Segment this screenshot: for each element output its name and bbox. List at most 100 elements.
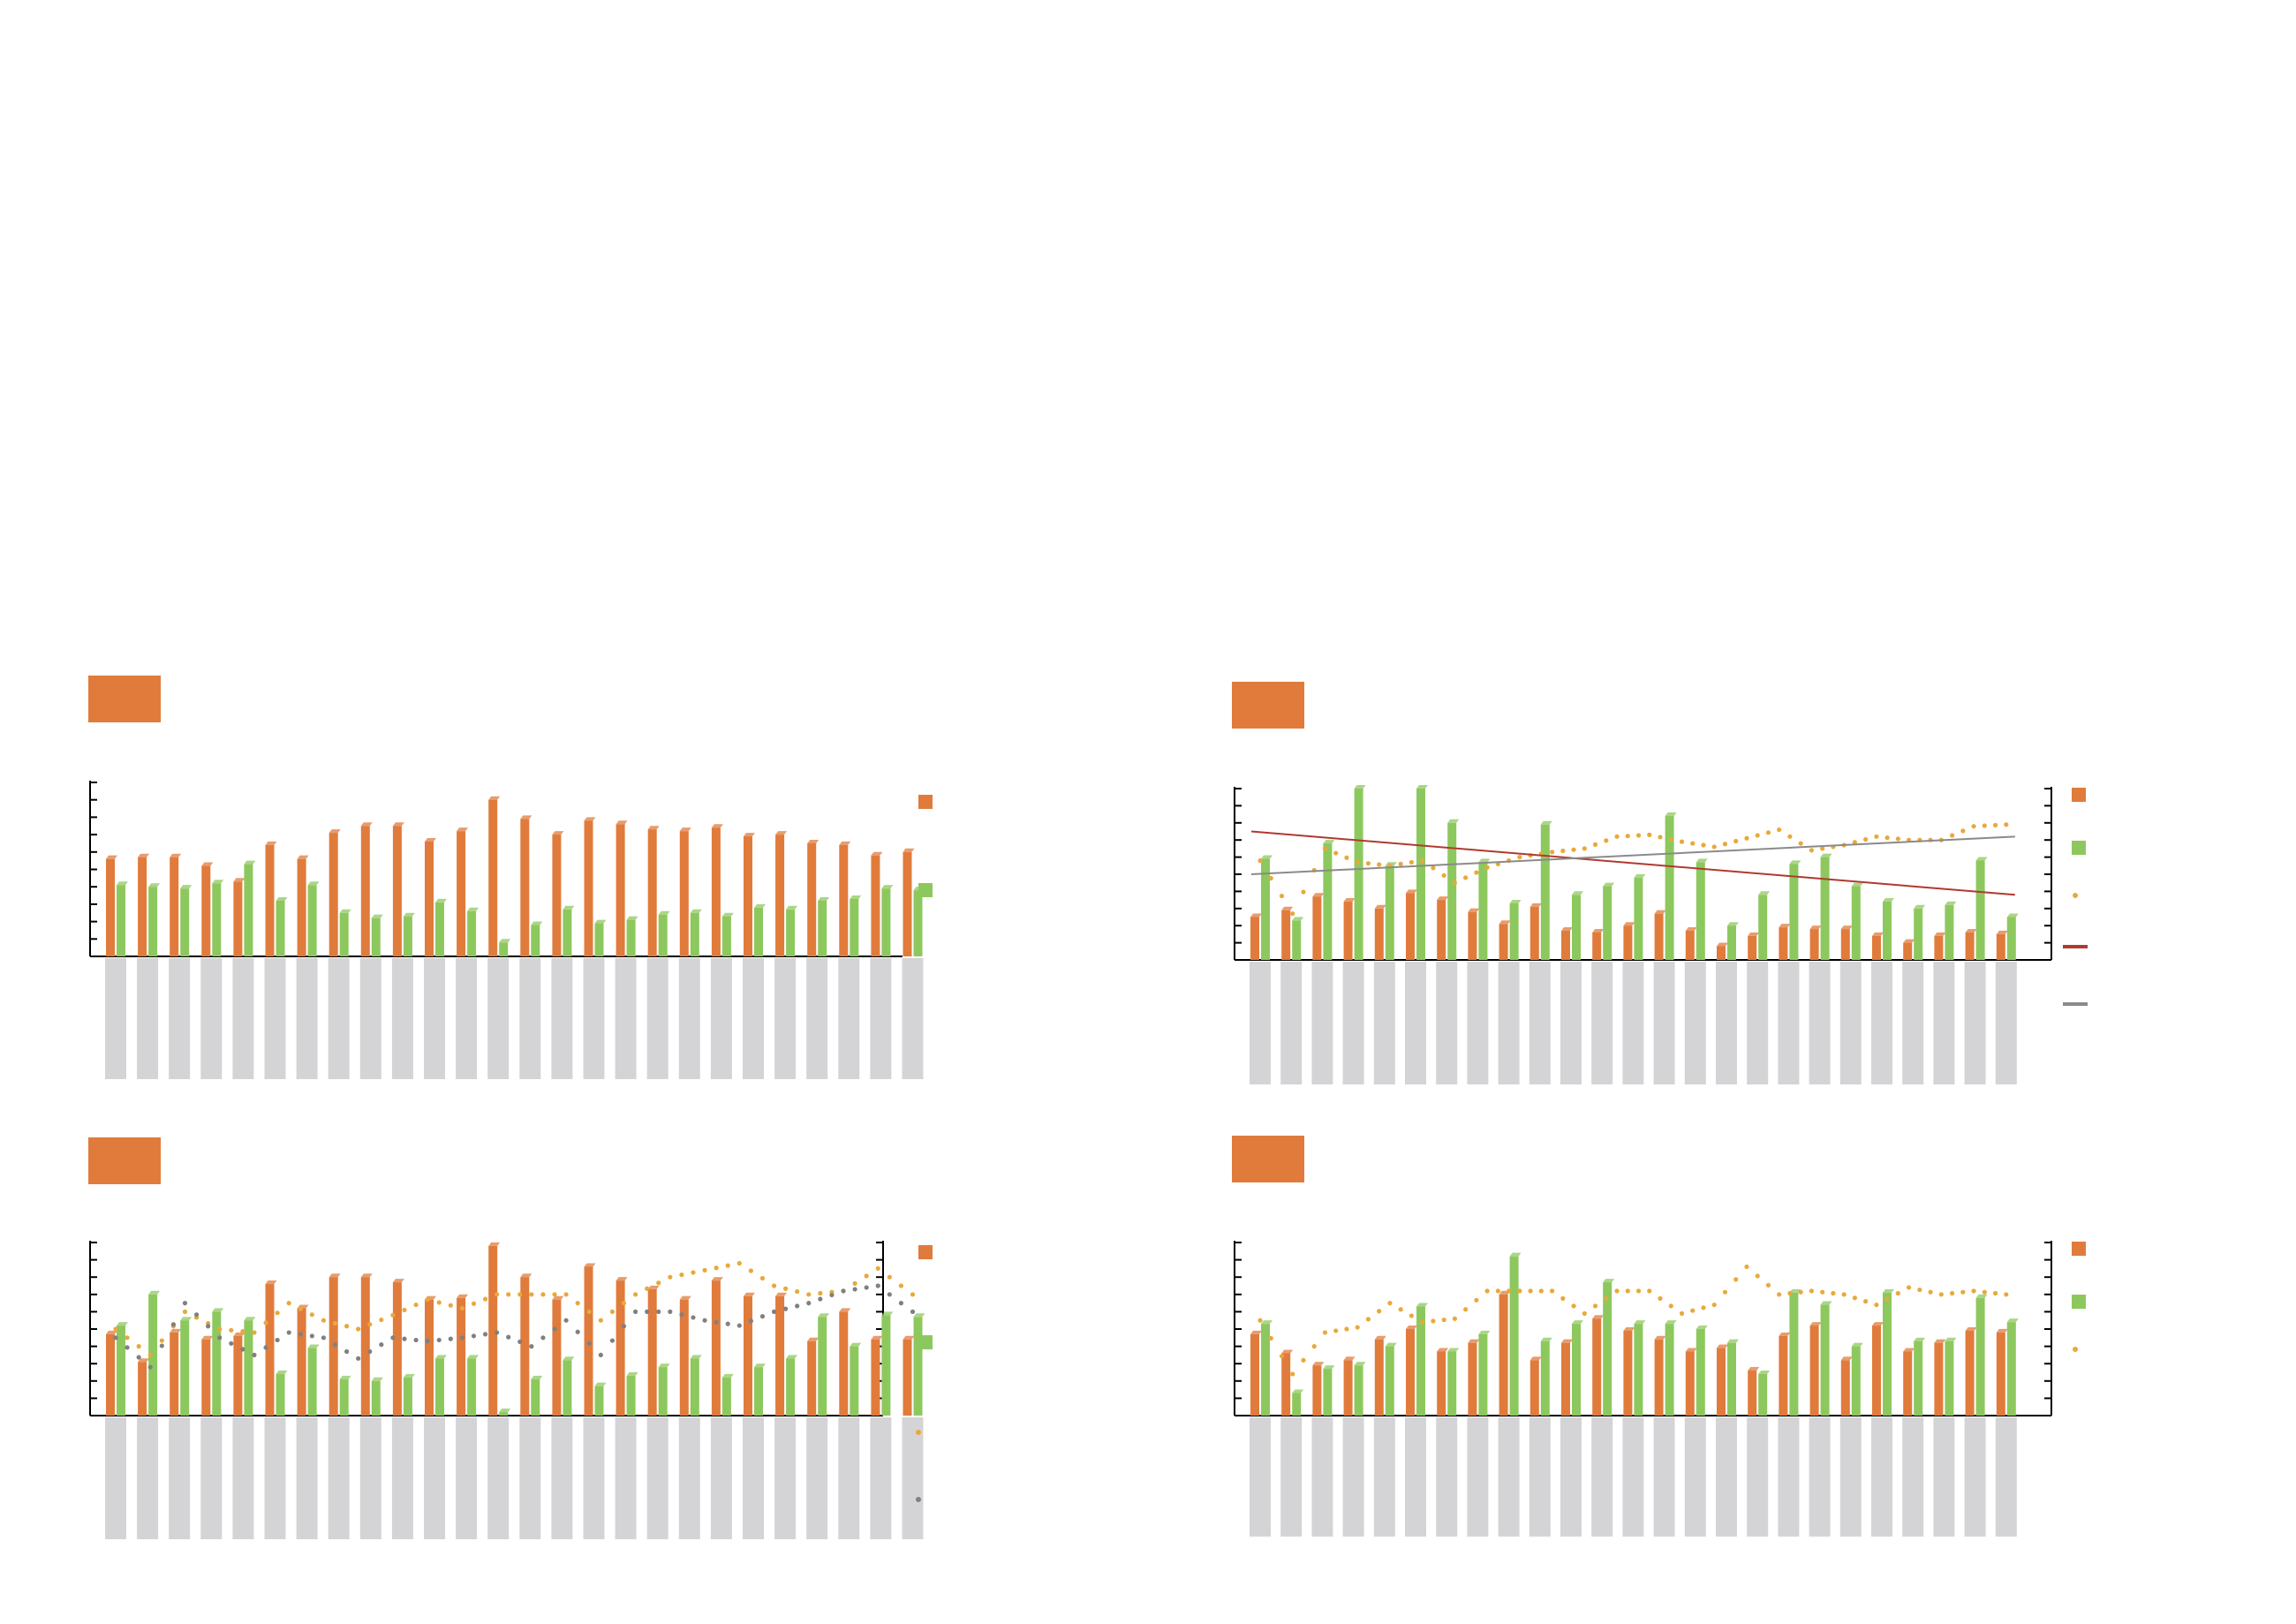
bar-green [1727, 1342, 1736, 1416]
category-band [1529, 1417, 1551, 1537]
category-band [1311, 1417, 1333, 1537]
series-point-yellow_dots [1571, 1303, 1576, 1309]
bar-green [276, 1373, 285, 1416]
bar-orange [1779, 927, 1788, 960]
bar-cap [138, 1358, 150, 1363]
series-point-gray_dots [898, 1301, 904, 1306]
bar-cap [307, 1344, 320, 1348]
bar-green [1416, 1306, 1425, 1416]
bar-orange [871, 1339, 880, 1416]
series-point-gray_dots [436, 1337, 442, 1343]
bar-cap [1789, 860, 1801, 865]
series-point-yellow_dots [1484, 1288, 1490, 1294]
series-point-yellow_dots [1592, 1303, 1598, 1309]
bar-cap [180, 885, 193, 889]
category-band [1747, 1417, 1769, 1537]
category-band [105, 958, 126, 1079]
series-point-gray_dots [575, 1329, 580, 1334]
series-point-yellow_dots [275, 1311, 280, 1316]
chart-top-left [88, 676, 933, 1079]
series-point-yellow_dots [1474, 1297, 1479, 1303]
bar-cap [1945, 901, 1957, 905]
bar-green [881, 888, 891, 956]
bar-orange [1374, 908, 1384, 960]
series-point-yellow_dots [1949, 833, 1955, 838]
bar-cap [392, 822, 404, 827]
series-point-yellow_dots [1765, 1282, 1771, 1288]
bar-cap [499, 1409, 511, 1413]
category-band [1653, 1417, 1675, 1537]
bar-orange [584, 820, 593, 956]
bar-cap [531, 1375, 543, 1379]
series-point-gray_dots [875, 1283, 880, 1288]
category-band [391, 958, 413, 1079]
category-band [1498, 962, 1520, 1084]
category-band [1809, 962, 1831, 1084]
series-point-yellow_dots [413, 1302, 419, 1308]
series-point-yellow_dots [1398, 861, 1403, 866]
bar-orange [807, 1341, 817, 1416]
series-point-yellow_dots [1322, 1330, 1328, 1335]
series-point-yellow_dots [1809, 1288, 1815, 1294]
bar-cap [425, 837, 436, 842]
category-band [1405, 1417, 1426, 1537]
category-band [1373, 962, 1395, 1084]
bar-green [531, 1379, 540, 1416]
category-band [1964, 1417, 1986, 1537]
category-band [551, 958, 573, 1079]
series-point-gray_dots [563, 1318, 569, 1323]
bar-cap [201, 862, 214, 866]
bar-green [499, 942, 509, 956]
series-point-gray_dots [829, 1292, 835, 1298]
category-band [1653, 962, 1675, 1084]
category-band [487, 958, 510, 1079]
series-point-yellow_dots [1592, 842, 1598, 847]
series-point-gray_dots [379, 1342, 384, 1348]
category-band [743, 1417, 764, 1539]
series-point-yellow_dots [367, 1322, 373, 1327]
bar-green [339, 1379, 349, 1416]
bar-green [1385, 865, 1394, 960]
series-point-yellow_dots [390, 1312, 396, 1318]
series-point-yellow_dots [471, 1301, 477, 1306]
bar-green [1416, 789, 1425, 960]
category-band [1467, 1417, 1489, 1537]
series-point-yellow_dots [2004, 822, 2009, 827]
bar-cap [1727, 1339, 1739, 1343]
series-point-yellow_dots [1431, 1318, 1436, 1324]
bar-orange [392, 826, 402, 956]
bar-cap [1478, 858, 1491, 863]
category-band [359, 1417, 381, 1539]
bar-green [754, 1367, 763, 1416]
bar-green [2006, 917, 2016, 960]
bar-cap [1509, 1252, 1522, 1257]
bar-orange [265, 1284, 275, 1416]
bar-cap [1696, 858, 1708, 863]
bar-cap [276, 896, 288, 901]
bar-green [276, 900, 285, 956]
series-point-yellow_dots [875, 1265, 880, 1271]
bar-orange [1654, 913, 1664, 960]
bar-green [594, 1386, 604, 1416]
category-band [1342, 1417, 1364, 1537]
series-point-yellow_dots [1441, 872, 1446, 878]
series-point-yellow_dots [679, 1272, 684, 1278]
series-point-gray_dots [609, 1338, 616, 1343]
bar-cap [1934, 1339, 1946, 1343]
category-band [1839, 1417, 1862, 1537]
bar-cap [647, 1285, 660, 1289]
bar-cap [1592, 928, 1605, 933]
series-point-gray_dots [113, 1335, 118, 1341]
bar-cap [233, 878, 245, 882]
series-point-yellow_dots [1517, 1288, 1522, 1294]
series-point-yellow_dots [645, 1286, 650, 1291]
bar-cap [1945, 1337, 1957, 1341]
category-band [456, 1417, 478, 1539]
bar-green [148, 887, 158, 956]
series-point-gray_dots [679, 1312, 684, 1318]
bar-orange [1250, 917, 1259, 960]
series-point-yellow_dots [495, 1292, 500, 1297]
bar-green [1323, 843, 1333, 960]
category-band [232, 1417, 254, 1539]
bar-cap [1851, 882, 1863, 887]
